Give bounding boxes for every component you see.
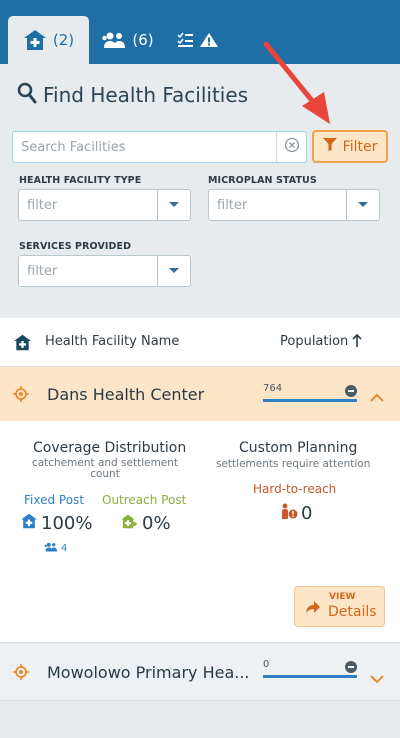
hard-to-reach-label: Hard-to-reach	[253, 482, 337, 496]
search-icon	[17, 82, 37, 108]
tab-people-count: (6)	[132, 31, 154, 49]
funnel-icon	[322, 138, 337, 155]
chevron-down-icon[interactable]	[157, 256, 190, 286]
table-row[interactable]: Dans Health Center 764	[0, 367, 400, 421]
chevron-down-icon[interactable]	[346, 190, 379, 220]
population-line	[263, 675, 357, 678]
facility-type-label: HEALTH FACILITY TYPE	[19, 175, 142, 186]
page-title-text: Find Health Facilities	[43, 83, 249, 107]
hospital-icon	[20, 513, 38, 534]
hospital-icon	[13, 334, 32, 355]
arrow-up-icon[interactable]	[352, 333, 362, 352]
tab-checklist[interactable]	[168, 16, 228, 64]
coverage-subtitle: catchement and settlement count	[31, 457, 179, 480]
person-warning-icon	[280, 503, 298, 524]
outreach-post-label: Outreach Post	[102, 493, 187, 507]
chevron-up-icon[interactable]	[370, 387, 384, 406]
view-details-top-label: VIEW	[329, 592, 356, 602]
filter-button[interactable]: Filter	[312, 130, 388, 163]
tab-bar: (2) (6)	[0, 0, 400, 64]
fixed-post-label: Fixed Post	[24, 493, 85, 507]
outreach-post-percent: 0%	[142, 513, 171, 534]
services-provided-placeholder: filter	[27, 264, 58, 279]
microplan-status-placeholder: filter	[217, 198, 248, 213]
page-title: Find Health Facilities	[17, 82, 248, 108]
population-bar: 764	[263, 383, 357, 405]
fixed-post-value: 100%	[20, 513, 92, 534]
column-header-population[interactable]: Population	[280, 334, 349, 349]
tab-facilities[interactable]: (2)	[8, 16, 89, 64]
hospital-icon	[23, 29, 47, 51]
people-icon	[44, 542, 58, 555]
population-value: 0	[263, 659, 270, 670]
table-header: Health Facility Name Population	[0, 318, 400, 367]
facility-detail-panel: Coverage Distribution catchement and set…	[0, 421, 400, 643]
custom-planning-title: Custom Planning	[239, 440, 358, 456]
checklist-warning-icon	[177, 32, 219, 48]
clear-search-button[interactable]	[276, 132, 306, 162]
search-input[interactable]	[13, 132, 278, 162]
facility-name: Mowolowo Primary Hea...	[47, 663, 250, 682]
view-details-button[interactable]: VIEW Details	[294, 586, 385, 627]
target-icon	[13, 386, 29, 406]
minus-icon[interactable]	[345, 661, 357, 673]
microplan-status-label: MICROPLAN STATUS	[208, 175, 317, 186]
filter-button-label: Filter	[342, 138, 378, 155]
population-value: 764	[263, 383, 283, 394]
facility-type-select[interactable]: filter	[18, 189, 191, 221]
tab-people[interactable]: (6)	[92, 16, 164, 64]
population-line	[263, 399, 357, 402]
people-icon	[102, 31, 126, 49]
annotation-arrow-icon	[258, 36, 338, 134]
microplan-status-select[interactable]: filter	[208, 189, 380, 221]
facility-type-placeholder: filter	[27, 198, 58, 213]
outreach-post-value: 0%	[120, 513, 171, 534]
column-header-name[interactable]: Health Facility Name	[45, 334, 180, 349]
tab-facilities-count: (2)	[52, 31, 75, 49]
outreach-icon	[120, 513, 139, 534]
services-provided-select[interactable]: filter	[18, 255, 191, 287]
view-details-bottom-label: Details	[328, 604, 377, 620]
clear-icon	[284, 137, 300, 157]
services-provided-label: SERVICES PROVIDED	[19, 241, 132, 252]
chevron-down-icon[interactable]	[370, 669, 384, 688]
hard-to-reach-value: 0	[280, 503, 312, 524]
search-box	[12, 131, 307, 163]
share-arrow-icon	[305, 599, 321, 618]
table-row[interactable]: Mowolowo Primary Hea... 0	[0, 644, 400, 701]
hard-to-reach-count: 0	[301, 503, 313, 524]
minus-icon[interactable]	[345, 385, 357, 397]
coverage-title: Coverage Distribution	[33, 440, 187, 456]
target-icon	[13, 664, 29, 684]
fixed-post-count: 4	[61, 543, 68, 554]
fixed-post-people: 4	[44, 542, 67, 555]
custom-planning-subtitle: settlements require attention	[216, 458, 371, 470]
facility-name: Dans Health Center	[47, 385, 205, 404]
chevron-down-icon[interactable]	[157, 190, 190, 220]
fixed-post-percent: 100%	[41, 513, 93, 534]
population-bar: 0	[263, 659, 357, 681]
